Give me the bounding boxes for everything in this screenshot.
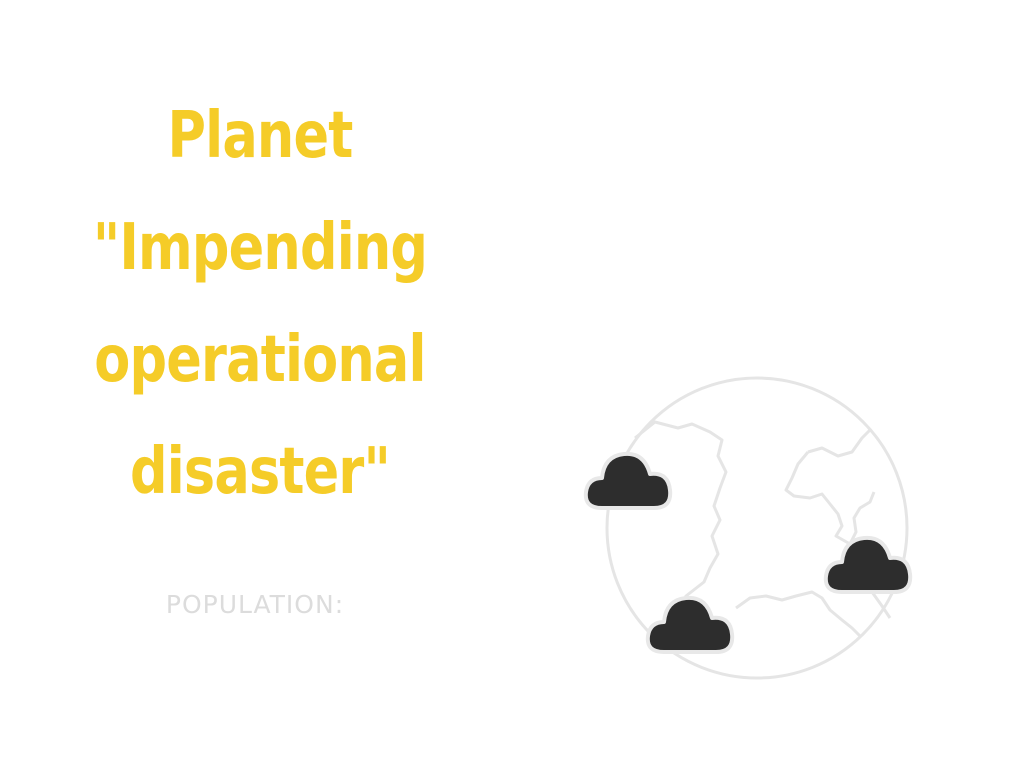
planet-title: Planet "Impending operational disaster"	[55, 80, 465, 528]
title-line-3: operational	[94, 323, 426, 397]
cloud-icon	[645, 595, 735, 654]
cloud-icon	[823, 535, 913, 594]
cloud-icon	[583, 451, 673, 510]
population-label: POPULATION:	[165, 590, 345, 619]
continent-icon	[735, 590, 862, 638]
continent-icon	[870, 591, 892, 619]
continent-icon	[784, 428, 876, 546]
planet-icon	[605, 376, 909, 680]
title-line-4: disaster"	[130, 435, 391, 509]
title-line-2: "Impending	[92, 211, 428, 285]
title-line-1: Planet	[167, 99, 354, 173]
planet-illustration	[583, 376, 913, 680]
